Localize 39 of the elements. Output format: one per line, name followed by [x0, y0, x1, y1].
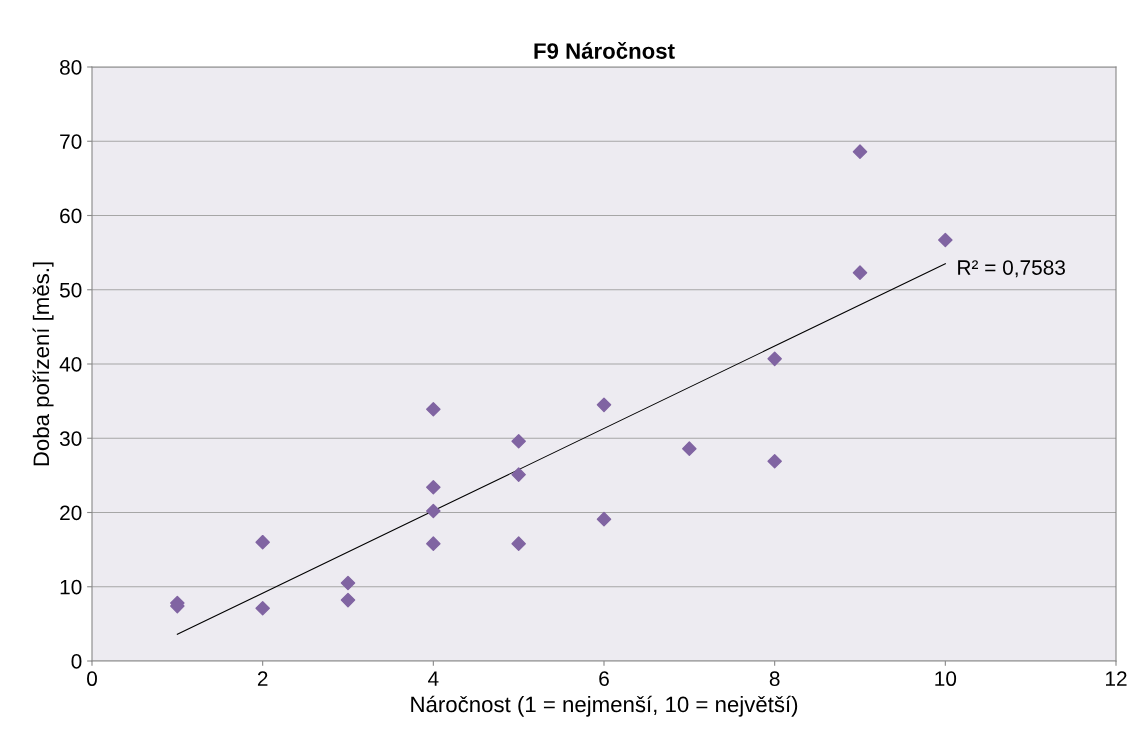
annotation: R² = 0,7583 — [958, 260, 1065, 278]
point — [682, 441, 697, 456]
y-tick-label: 60 — [60, 208, 82, 224]
point — [852, 265, 868, 280]
point — [596, 397, 612, 413]
point — [596, 511, 612, 527]
x-tick-label: 12 — [1106, 671, 1127, 686]
point — [852, 144, 868, 159]
point — [426, 503, 441, 519]
x-axis-title: Náročnost (1 = nejmenší, 10 = největší) — [411, 695, 798, 717]
x-tick-label: 8 — [769, 671, 780, 687]
point — [340, 575, 356, 591]
point — [511, 433, 526, 449]
y-tick-label: 50 — [59, 282, 82, 298]
y-axis-title: Doba pořízení [měs.] — [32, 262, 54, 466]
y-tick-label: 80 — [60, 60, 82, 75]
point — [255, 534, 270, 550]
point — [767, 453, 782, 469]
point — [938, 232, 953, 248]
x-tick-label: 6 — [599, 671, 609, 687]
y-tick-label: 30 — [59, 431, 82, 446]
x-tick-label: 2 — [257, 671, 268, 686]
point — [340, 592, 356, 608]
x-tick-label: 10 — [935, 671, 957, 687]
y-tick-label: 40 — [59, 357, 82, 372]
chart-title: F9 Náročnost — [534, 42, 675, 59]
point — [511, 467, 526, 482]
point — [511, 536, 526, 551]
y-tick-label: 20 — [60, 505, 82, 521]
y-tick-label: 10 — [60, 579, 82, 595]
x-tick-label: 0 — [87, 671, 97, 687]
point — [767, 351, 782, 367]
x-tick-label: 4 — [428, 671, 439, 686]
point — [426, 402, 441, 417]
point — [255, 600, 270, 616]
point — [426, 536, 441, 551]
y-tick-label: 0 — [71, 654, 82, 669]
point — [426, 479, 441, 495]
y-tick-label: 70 — [60, 134, 82, 149]
